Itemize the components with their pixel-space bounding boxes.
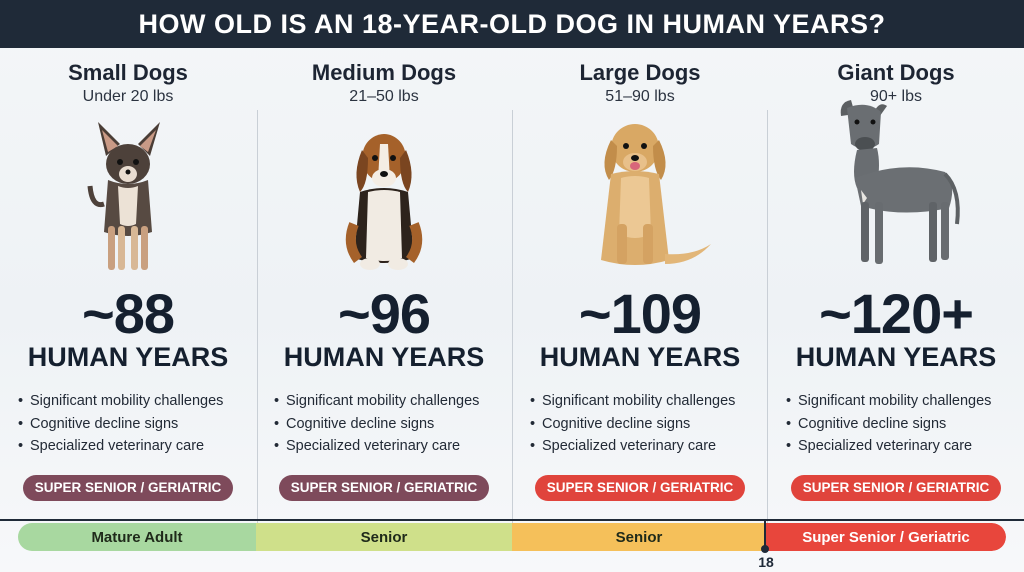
beagle-icon [256,114,512,274]
column-title: Giant Dogs [837,60,955,85]
timeline-segment: Mature Adult [18,523,256,551]
column-divider [512,110,513,550]
traits-list: Significant mobility challenges Cognitiv… [18,390,238,458]
great-dane-icon [768,100,1024,274]
list-item: Cognitive decline signs [18,413,238,436]
list-item: Specialized veterinary care [530,435,750,458]
weight-range: 21–50 lbs [349,88,419,105]
column-title: Medium Dogs [311,60,457,85]
column-giant-dogs: Giant Dogs 90+ lbs ~120+ HUMAN YEARS [768,48,1024,513]
chihuahua-icon [0,114,256,274]
age-marker-label: 18 [758,554,774,570]
traits-list: Significant mobility challenges Cognitiv… [786,390,1006,458]
stage-badge: SUPER SENIOR / GERIATRIC [278,474,490,501]
human-age-value: ~120+ [819,282,974,345]
title-banner: HOW OLD IS AN 18-YEAR-OLD DOG IN HUMAN Y… [0,0,1024,48]
list-item: Significant mobility challenges [18,390,238,413]
list-item: Specialized veterinary care [18,435,238,458]
column-large-dogs: Large Dogs 51–90 lbs ~109 HUMAN YEARS [512,48,768,513]
age-marker [764,519,766,549]
list-item: Specialized veterinary care [786,435,1006,458]
weight-range: 51–90 lbs [605,88,675,105]
list-item: Specialized veterinary care [274,435,494,458]
human-years-label: HUMAN YEARS [539,342,741,372]
timeline-axis [0,519,1024,521]
weight-range: 90+ lbs [869,88,923,105]
column-title: Large Dogs [579,60,701,85]
traits-list: Significant mobility challenges Cognitiv… [274,390,494,458]
column-medium-dogs: Medium Dogs 21–50 lbs ~96 HUMAN YEARS [256,48,512,513]
column-divider [257,110,258,550]
list-item: Cognitive decline signs [274,413,494,436]
column-title: Small Dogs [68,60,188,85]
human-years-label: HUMAN YEARS [27,342,229,372]
human-years-label: HUMAN YEARS [283,342,485,372]
human-age-value: ~109 [578,282,702,345]
timeline-segment: Super Senior / Geriatric [766,523,1006,551]
age-marker-dot [761,545,769,553]
timeline-segment: Senior [256,523,512,551]
human-age-value: ~88 [82,282,175,345]
list-item: Cognitive decline signs [786,413,1006,436]
traits-list: Significant mobility challenges Cognitiv… [530,390,750,458]
list-item: Cognitive decline signs [530,413,750,436]
human-age-value: ~96 [338,282,431,345]
list-item: Significant mobility challenges [786,390,1006,413]
column-small-dogs: Small Dogs Under 20 lbs [0,48,256,513]
stage-badge: SUPER SENIOR / GERIATRIC [22,474,234,501]
weight-range: Under 20 lbs [82,88,174,105]
human-years-label: HUMAN YEARS [795,342,997,372]
page-title: HOW OLD IS AN 18-YEAR-OLD DOG IN HUMAN Y… [138,8,886,39]
list-item: Significant mobility challenges [274,390,494,413]
column-divider [767,110,768,550]
dog-size-columns: Small Dogs Under 20 lbs [0,48,1024,550]
stage-badge: SUPER SENIOR / GERIATRIC [790,474,1002,501]
golden-retriever-icon [512,114,768,274]
timeline-segment: Senior [512,523,766,551]
stage-badge: SUPER SENIOR / GERIATRIC [534,474,746,501]
life-stage-timeline: Mature Adult Senior Senior Super Senior … [18,523,1006,551]
list-item: Significant mobility challenges [530,390,750,413]
